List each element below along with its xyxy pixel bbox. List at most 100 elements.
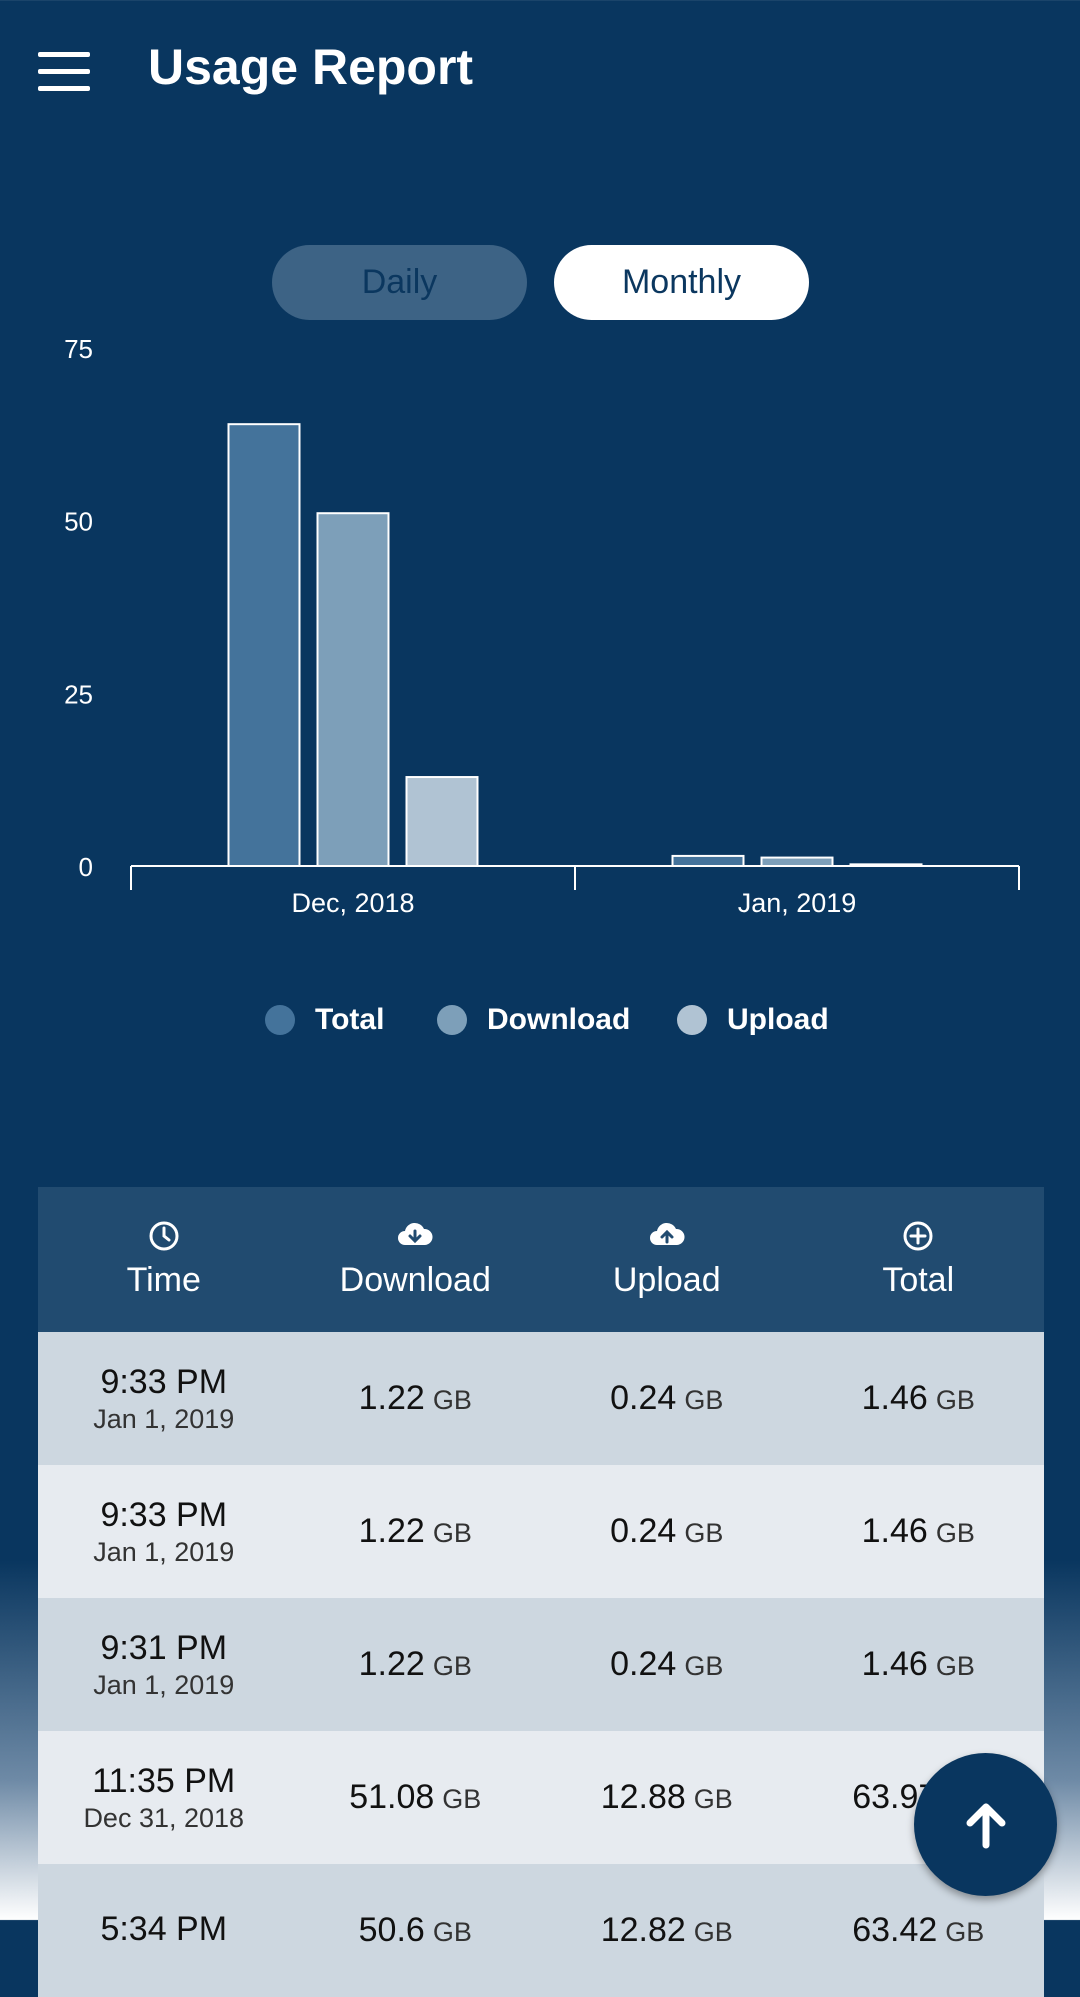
total-value: 1.46 bbox=[861, 1512, 928, 1550]
scroll-to-top-button[interactable] bbox=[914, 1753, 1057, 1896]
y-tick-label: 75 bbox=[64, 334, 93, 364]
column-header-upload: Upload bbox=[541, 1187, 793, 1332]
cell-upload: 0.24 GB bbox=[541, 1598, 793, 1731]
arrow-up-icon bbox=[966, 1803, 1005, 1848]
row-time: 9:33 PM bbox=[100, 1362, 228, 1401]
download-value: 1.22 bbox=[358, 1645, 425, 1683]
table-row[interactable]: 9:33 PM Jan 1, 2019 1.22 GB 0.24 GB 1.46 GB bbox=[38, 1332, 1044, 1465]
bar-download-1 bbox=[760, 856, 834, 867]
unit-label: GB bbox=[432, 1518, 472, 1548]
daily-toggle-button[interactable]: Daily bbox=[272, 245, 527, 320]
legend-swatch-download bbox=[437, 1005, 467, 1035]
unit-label: GB bbox=[432, 1917, 472, 1947]
total-value: 1.46 bbox=[861, 1379, 928, 1417]
y-tick-label: 50 bbox=[64, 507, 93, 537]
legend-item-download: Download bbox=[437, 995, 630, 1045]
cell-upload: 12.82 GB bbox=[541, 1864, 793, 1997]
column-header-total: Total bbox=[793, 1187, 1045, 1332]
unit-label: GB bbox=[693, 1917, 733, 1947]
upload-value: 12.82 bbox=[600, 1911, 686, 1949]
download-value: 50.6 bbox=[358, 1911, 425, 1949]
bar-total-0 bbox=[227, 423, 301, 867]
cell-upload: 0.24 GB bbox=[541, 1332, 793, 1465]
unit-label: GB bbox=[684, 1518, 724, 1548]
column-header-download: Download bbox=[290, 1187, 542, 1332]
cell-upload: 0.24 GB bbox=[541, 1465, 793, 1598]
y-tick-label: 0 bbox=[79, 852, 93, 882]
plus-circle-icon bbox=[903, 1221, 933, 1251]
cell-download: 1.22 GB bbox=[290, 1598, 542, 1731]
unit-label: GB bbox=[442, 1784, 482, 1814]
bar-download-0 bbox=[316, 512, 390, 867]
bar-upload-0 bbox=[405, 776, 479, 867]
legend-item-upload: Upload bbox=[677, 995, 829, 1045]
usage-table: Time Download Upload Total 9:3 bbox=[38, 1187, 1044, 1997]
cell-time: 9:31 PM Jan 1, 2019 bbox=[38, 1598, 290, 1731]
total-value: 63.42 bbox=[852, 1911, 938, 1949]
bar-total-1 bbox=[671, 854, 745, 867]
table-row[interactable]: 5:34 PM 50.6 GB 12.82 GB 63.42 GB bbox=[38, 1864, 1044, 1997]
download-value: 51.08 bbox=[349, 1778, 435, 1816]
usage-bar-chart: 75 50 25 0 Dec, 2018 Jan, 2019 bbox=[64, 334, 1020, 918]
row-date: Jan 1, 2019 bbox=[93, 1403, 235, 1434]
unit-label: GB bbox=[684, 1385, 724, 1415]
legend-label-total: Total bbox=[315, 1003, 385, 1036]
download-value: 1.22 bbox=[358, 1379, 425, 1417]
chart-legend: Total Download Upload bbox=[0, 995, 1080, 1045]
table-row[interactable]: 9:33 PM Jan 1, 2019 1.22 GB 0.24 GB 1.46 GB bbox=[38, 1465, 1044, 1598]
unit-label: GB bbox=[432, 1385, 472, 1415]
table-header: Time Download Upload Total bbox=[38, 1187, 1044, 1332]
page-title: Usage Report bbox=[148, 39, 474, 95]
column-header-total-label: Total bbox=[882, 1261, 955, 1299]
row-date: Dec 31, 2018 bbox=[83, 1802, 245, 1833]
cloud-download-icon bbox=[398, 1222, 433, 1245]
clock-icon bbox=[149, 1221, 179, 1251]
column-header-time: Time bbox=[38, 1187, 290, 1332]
upload-value: 12.88 bbox=[600, 1778, 686, 1816]
table-row[interactable]: 9:31 PM Jan 1, 2019 1.22 GB 0.24 GB 1.46 GB bbox=[38, 1598, 1044, 1731]
cell-time: 9:33 PM Jan 1, 2019 bbox=[38, 1332, 290, 1465]
unit-label: GB bbox=[693, 1784, 733, 1814]
app-bar: Usage Report bbox=[0, 0, 1080, 140]
legend-label-download: Download bbox=[487, 1003, 631, 1036]
table-row[interactable]: 11:35 PM Dec 31, 2018 51.08 GB 12.88 GB 63… bbox=[38, 1731, 1044, 1864]
legend-label-upload: Upload bbox=[727, 1003, 829, 1036]
legend-swatch-upload bbox=[677, 1005, 707, 1035]
unit-label: GB bbox=[935, 1518, 975, 1548]
unit-label: GB bbox=[684, 1651, 724, 1681]
cell-time: 5:34 PM bbox=[38, 1864, 290, 1997]
cloud-upload-icon bbox=[649, 1222, 685, 1245]
cell-download: 1.22 GB bbox=[290, 1465, 542, 1598]
column-header-time-label: Time bbox=[126, 1261, 201, 1299]
cell-download: 51.08 GB bbox=[290, 1731, 542, 1864]
row-time: 9:31 PM bbox=[100, 1628, 228, 1667]
cell-total: 1.46 GB bbox=[793, 1598, 1045, 1731]
monthly-toggle-button[interactable]: Monthly bbox=[554, 245, 809, 320]
total-value: 1.46 bbox=[861, 1645, 928, 1683]
cell-total: 1.46 GB bbox=[793, 1465, 1045, 1598]
upload-value: 0.24 bbox=[610, 1379, 677, 1417]
unit-label: GB bbox=[945, 1917, 985, 1947]
row-date: Jan 1, 2019 bbox=[93, 1669, 235, 1700]
legend-item-total: Total bbox=[265, 995, 384, 1045]
x-tick-label: Jan, 2019 bbox=[738, 888, 857, 918]
download-value: 1.22 bbox=[358, 1512, 425, 1550]
column-header-upload-label: Upload bbox=[612, 1261, 721, 1299]
row-time: 11:35 PM bbox=[92, 1761, 236, 1800]
hamburger-menu-icon[interactable] bbox=[38, 52, 90, 92]
cell-download: 50.6 GB bbox=[290, 1864, 542, 1997]
column-header-download-label: Download bbox=[339, 1261, 491, 1299]
upload-value: 0.24 bbox=[610, 1512, 677, 1550]
upload-value: 0.24 bbox=[610, 1645, 677, 1683]
row-date: Jan 1, 2019 bbox=[93, 1536, 235, 1567]
unit-label: GB bbox=[935, 1385, 975, 1415]
unit-label: GB bbox=[432, 1651, 472, 1681]
cell-time: 11:35 PM Dec 31, 2018 bbox=[38, 1731, 290, 1864]
row-time: 9:33 PM bbox=[100, 1495, 228, 1534]
unit-label: GB bbox=[935, 1651, 975, 1681]
legend-swatch-total bbox=[265, 1005, 295, 1035]
cell-time: 9:33 PM Jan 1, 2019 bbox=[38, 1465, 290, 1598]
cell-upload: 12.88 GB bbox=[541, 1731, 793, 1864]
x-tick-label: Dec, 2018 bbox=[291, 888, 414, 918]
cell-total: 1.46 GB bbox=[793, 1332, 1045, 1465]
